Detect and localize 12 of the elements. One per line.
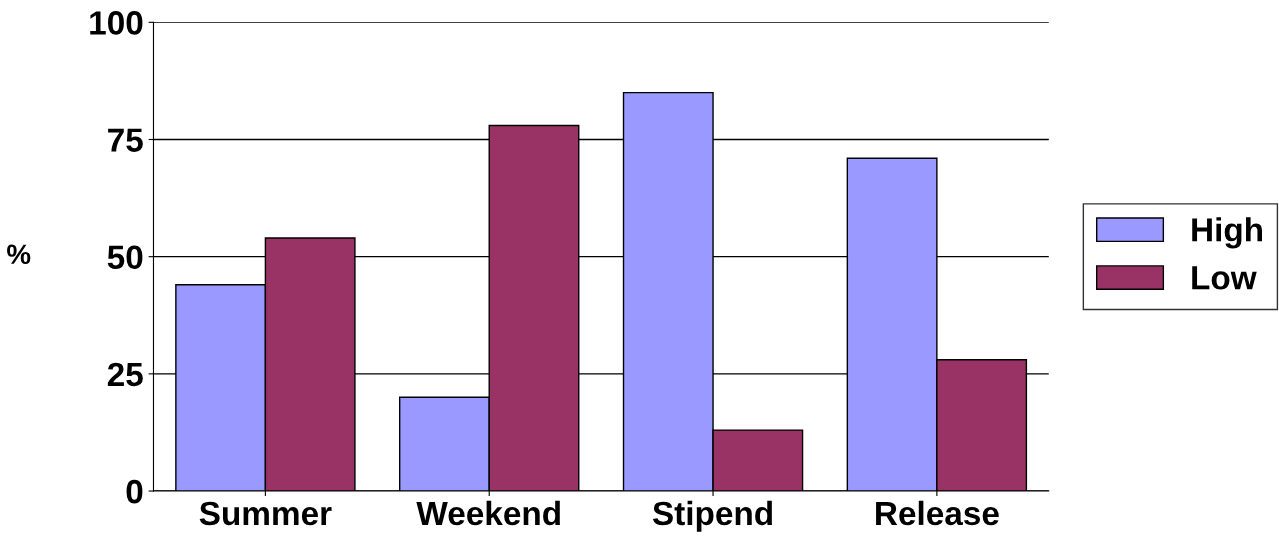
y-axis-title: % <box>7 244 31 265</box>
y-tick-label: 0 <box>126 479 143 504</box>
y-tick-label: 50 <box>107 245 143 270</box>
y-tick-label: 25 <box>107 362 143 387</box>
x-tick-label: Weekend <box>416 500 560 526</box>
x-tick-label: Summer <box>199 501 332 526</box>
x-tick-label: Stipend <box>652 500 772 532</box>
legend-label: Low <box>1192 266 1257 290</box>
x-tick-label: Release <box>876 500 999 526</box>
y-tick-label: 100 <box>90 11 143 35</box>
legend-label: High <box>1192 217 1263 249</box>
y-tick-label: 75 <box>108 128 143 152</box>
